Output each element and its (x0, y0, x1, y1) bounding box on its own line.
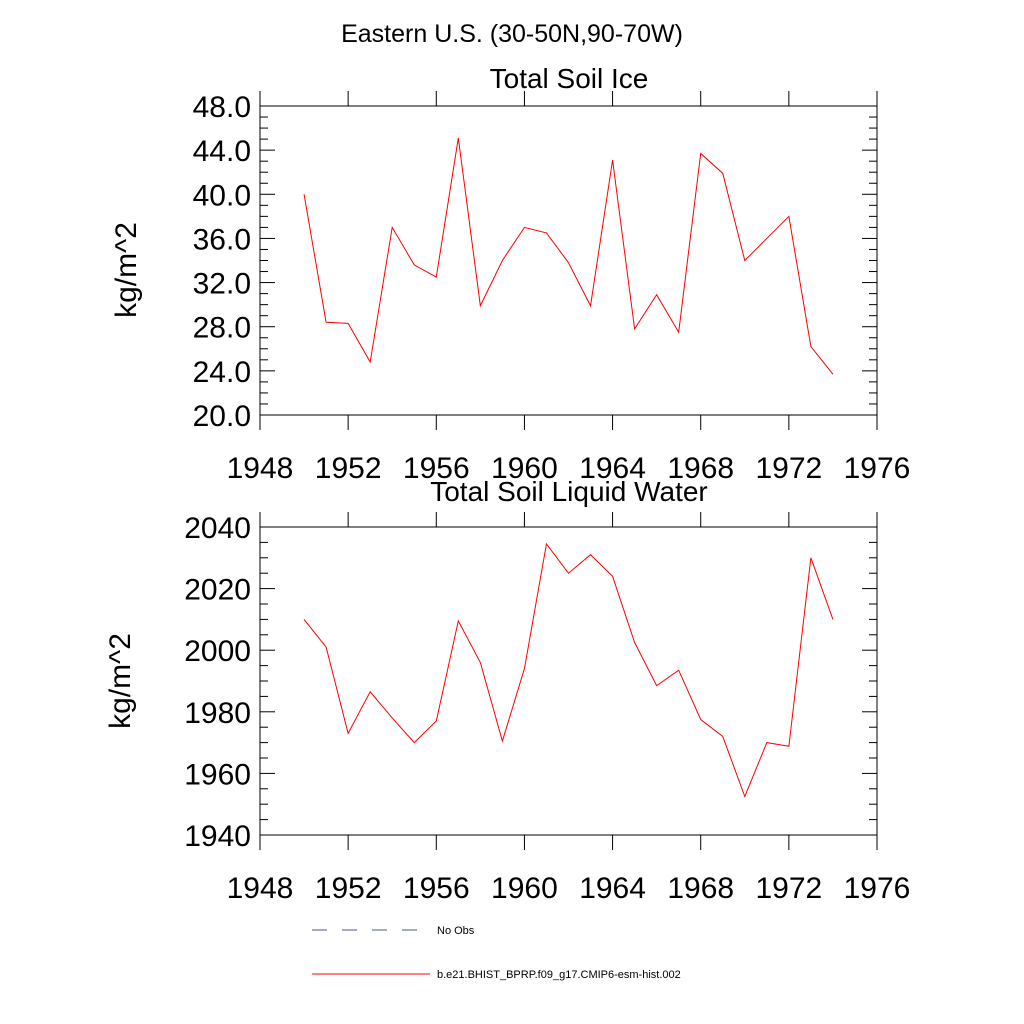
legend-entry-no-obs: No Obs (312, 925, 475, 937)
y-tick-label: 32.0 (193, 268, 251, 301)
y-tick-label: 1960 (184, 758, 251, 791)
legend-label: b.e21.BHIST_BPRP.f09_g17.CMIP6-esm-hist.… (437, 969, 681, 981)
x-tick-label: 1952 (315, 452, 382, 485)
series-line (303, 542, 834, 798)
y-axis-label: kg/m^2 (104, 633, 137, 729)
panel-total-soil-liquid-water: Total Soil Liquid Water kg/m^2 1948 1952 1… (104, 476, 910, 905)
y-tick-label: 2020 (184, 574, 251, 607)
x-tick-label: 1948 (227, 872, 294, 905)
tick-labels: 1948 1952 1956 1960 1964 1968 1972 1976 20.0 24.0… (193, 91, 911, 485)
tick-marks (259, 91, 878, 430)
legend: No Obs b.e21.BHIST_BPRP.f09_g17.CMIP6-es… (312, 925, 681, 981)
y-tick-label: 20.0 (193, 400, 251, 433)
x-tick-label: 1960 (491, 452, 558, 485)
x-tick-label: 1976 (844, 452, 911, 485)
tick-marks (259, 512, 878, 850)
y-tick-label: 2000 (184, 635, 251, 668)
figure-title: Eastern U.S. (30-50N,90-70W) (341, 20, 683, 48)
x-tick-label: 1952 (315, 872, 382, 905)
x-tick-label: 1968 (667, 452, 734, 485)
x-tick-label: 1976 (844, 872, 911, 905)
y-tick-label: 1980 (184, 697, 251, 730)
series-layer (303, 542, 834, 798)
y-axis-label: kg/m^2 (110, 222, 143, 318)
y-tick-label: 1940 (184, 820, 251, 853)
y-tick-label: 40.0 (193, 179, 251, 212)
panel-title: Total Soil Liquid Water (430, 476, 708, 507)
x-tick-label: 1960 (491, 872, 558, 905)
x-tick-label: 1956 (403, 452, 470, 485)
x-tick-label: 1964 (579, 452, 646, 485)
tick-labels: 1948 1952 1956 1960 1964 1968 1972 1976 1940 1960… (184, 512, 910, 905)
y-tick-label: 28.0 (193, 312, 251, 345)
legend-entry-model-run: b.e21.BHIST_BPRP.f09_g17.CMIP6-esm-hist.… (312, 969, 681, 981)
x-tick-label: 1968 (667, 872, 734, 905)
y-tick-label: 36.0 (193, 223, 251, 256)
panel-title: Total Soil Ice (490, 63, 649, 94)
x-tick-label: 1956 (403, 872, 470, 905)
legend-label: No Obs (437, 925, 475, 937)
x-tick-label: 1972 (755, 872, 822, 905)
panel-total-soil-ice: Total Soil Ice kg/m^2 1948 1952 1956 1960 19… (110, 63, 910, 485)
y-tick-label: 24.0 (193, 356, 251, 389)
y-tick-label: 2040 (184, 512, 251, 545)
series-layer (303, 137, 834, 375)
x-tick-label: 1972 (755, 452, 822, 485)
x-tick-label: 1964 (579, 872, 646, 905)
y-tick-label: 44.0 (193, 135, 251, 168)
x-tick-label: 1948 (227, 452, 294, 485)
plot-frame (259, 105, 878, 416)
series-line (303, 137, 834, 375)
y-tick-label: 48.0 (193, 91, 251, 124)
